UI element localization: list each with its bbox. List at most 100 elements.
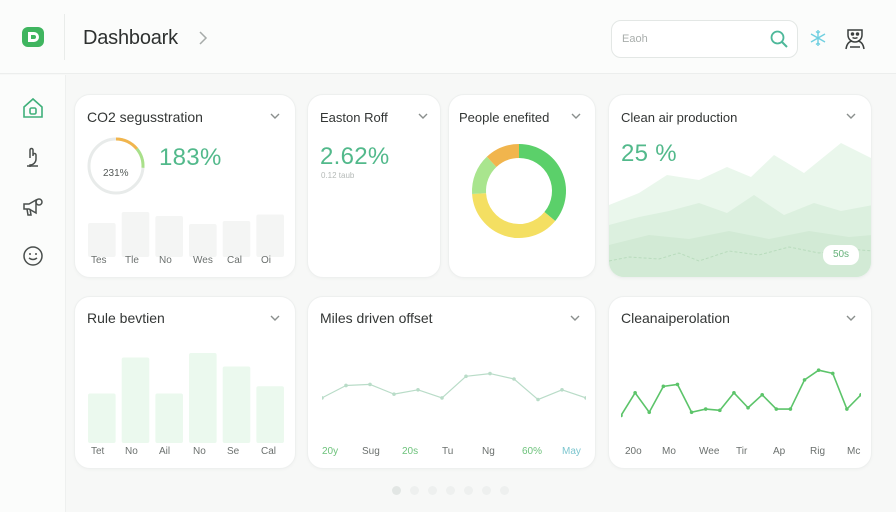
data-point [416,388,420,392]
x-axis-labels: Tet No Ail No Se Cal [75,444,295,468]
page-dot[interactable] [500,486,509,495]
data-point [675,382,680,387]
bar [256,386,284,443]
tick-label: Se [227,446,240,457]
x-axis-labels: 20y Sug 20s Tu Ng 60% May [308,444,595,468]
cleanai-line-chart [621,368,861,418]
data-point [859,392,861,397]
bar [155,216,183,257]
area-chart [609,143,871,277]
chevron-right-icon[interactable] [196,29,210,47]
search-icon[interactable] [769,29,789,49]
tick-label: Mc [847,446,861,457]
tick-label: Tir [736,446,748,457]
chevron-down-icon[interactable] [418,112,428,120]
rule-card: Rule bevtien Tet No Ail No Se Cal [74,296,296,469]
card-title: Rule bevtien [87,310,165,326]
megaphone-icon[interactable] [21,195,45,219]
tick-label: Cal [261,446,277,457]
people-card: People enefited [448,94,596,278]
tick-label: Tle [125,255,139,266]
tick-label: Tu [442,446,454,457]
bar [256,214,284,257]
page-dot[interactable] [392,486,401,495]
data-point [584,396,586,400]
tick-label: No [159,255,172,266]
hand-icon[interactable] [21,145,45,169]
chevron-down-icon[interactable] [570,314,580,322]
tick-label: Wee [699,446,720,457]
tick-label: Rig [810,446,826,457]
data-point [718,408,722,413]
page-dot[interactable] [428,486,437,495]
card-title: Clean air production [621,110,738,125]
x-axis-labels: Tes Tle No Wes Cal Oi [75,253,295,277]
page-dot[interactable] [410,486,419,495]
clean-air-card: Clean air production 25 % 50s [608,94,872,278]
tick-label: No [125,446,138,457]
bar [222,221,251,257]
bar [88,393,116,443]
tick-label: No [193,446,206,457]
donut-slice-green [518,144,566,221]
page-dot[interactable] [482,486,491,495]
data-point [344,383,348,388]
data-point [830,371,835,376]
co2-card: CO2 segusstration 231% 183% Tes Tle No Wes C… [74,94,296,278]
card-title: Cleanaiperolation [621,310,730,326]
tick-label: Tes [91,255,107,266]
co2-value: 183% [159,144,222,171]
eastern-value: 2.62% [320,143,390,170]
header-divider [64,14,65,60]
eastern-card: Easton Roff 2.62% 0.12 taub [307,94,441,278]
top-bar: Dashboark Eaoh [0,0,896,74]
data-point [560,388,564,392]
clean-air-value: 25 % [621,140,677,167]
tick-label: 20o [625,446,642,457]
snowflake-icon[interactable] [808,28,828,48]
data-point [774,407,779,411]
donut-slice-orange [486,144,520,168]
chevron-down-icon[interactable] [846,112,856,120]
data-point [488,371,492,376]
data-point [788,407,793,411]
data-point [633,391,637,395]
card-title: Easton Roff [320,110,388,125]
app-logo[interactable] [20,24,46,50]
card-title: People enefited [459,110,550,125]
page-dot[interactable] [446,486,455,495]
search-input[interactable]: Eaoh [622,33,648,45]
search-bar[interactable]: Eaoh [611,20,798,58]
smiley-icon[interactable] [21,244,45,268]
chevron-down-icon[interactable] [270,112,280,120]
series-line [322,373,586,401]
data-point [746,405,750,410]
tick-label: Ng [482,446,495,457]
miles-line-chart [322,371,586,402]
bar [88,223,116,257]
co2-bar-chart [88,212,284,257]
data-point [845,407,849,411]
chevron-down-icon[interactable] [270,314,280,322]
series-line [621,369,861,416]
chevron-down-icon[interactable] [846,314,856,322]
ring-label: 231% [103,168,129,179]
bar [222,366,251,443]
user-icon[interactable] [843,25,867,51]
card-title: Miles driven offset [320,310,433,326]
tick-label: Mo [662,446,676,457]
data-point [536,397,540,402]
badge: 50s [823,245,859,265]
home-icon[interactable] [21,96,45,120]
bar [121,212,150,257]
data-point [647,410,652,415]
data-point [621,413,623,418]
eastern-sub: 0.12 taub [321,171,355,180]
tick-label: Ail [159,446,171,457]
card-title: CO2 segusstration [87,109,203,125]
data-point [802,378,807,382]
page-dot[interactable] [464,486,473,495]
rule-bar-chart [88,353,284,443]
chevron-down-icon[interactable] [571,112,581,120]
data-point [732,391,736,395]
